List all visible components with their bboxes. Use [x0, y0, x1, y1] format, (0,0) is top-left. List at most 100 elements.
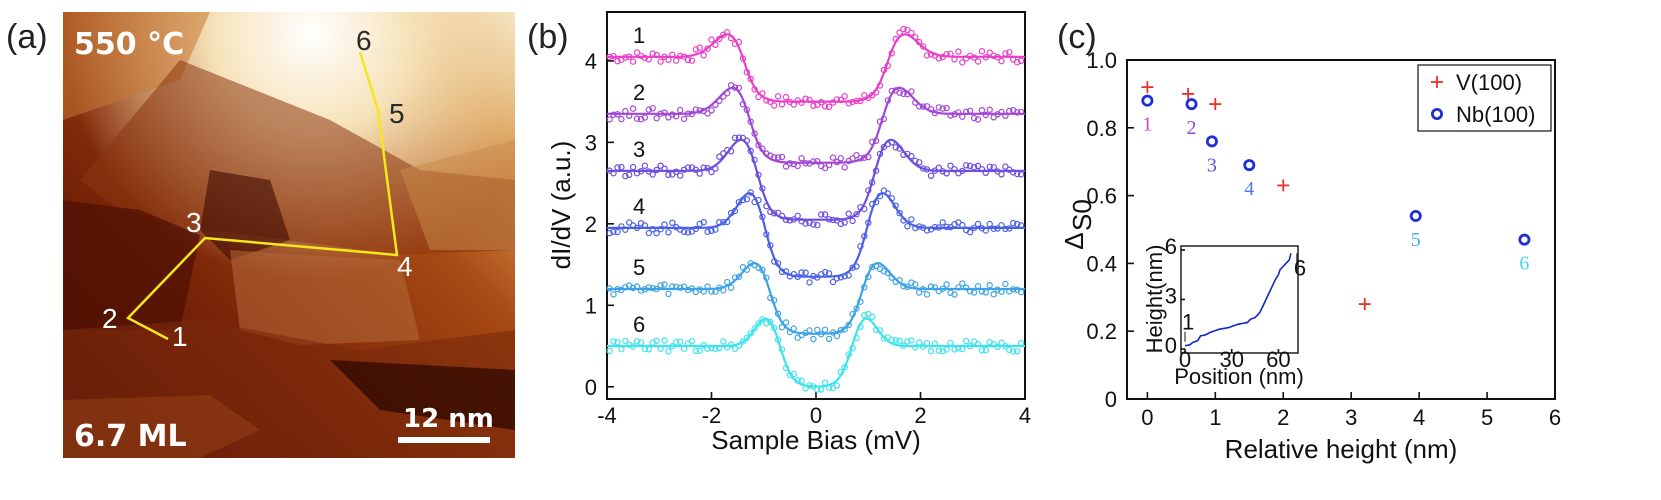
gap-point-label: 5	[1411, 229, 1421, 251]
spectrum-data-point	[1017, 288, 1025, 296]
spectrum-data-point	[833, 96, 841, 103]
spectrum-data-point	[614, 286, 621, 293]
scale-bar-label: 12 nm	[403, 404, 494, 434]
inset-xtick-label: 60	[1266, 347, 1290, 372]
gap-plot-frame	[1126, 59, 1556, 400]
spectrum-data-point	[853, 305, 860, 312]
spectrum-data-point	[876, 327, 884, 334]
spectrum-data-point	[653, 229, 660, 237]
spectrum-data-point	[774, 336, 782, 343]
spectrum-data-point	[974, 58, 982, 65]
spectrum-data-point	[818, 98, 825, 106]
spectrum-data-point	[986, 282, 993, 289]
spectrum-data-point	[774, 310, 782, 317]
spectrum-data-point	[661, 281, 668, 288]
spectrum-data-point	[849, 345, 856, 352]
spectrum-data-point	[865, 219, 872, 226]
spectrum-data-point	[872, 262, 880, 270]
spectrum-data-point	[939, 105, 946, 112]
spectrum-data-point	[684, 110, 692, 117]
spectrum-data-point	[872, 137, 880, 144]
spectrum-data-point	[853, 210, 860, 218]
spectrum-data-point	[802, 385, 809, 392]
spectrum-data-point	[963, 108, 970, 116]
inset-xtick-label: 0	[1179, 347, 1191, 372]
spectrum-data-point	[849, 310, 856, 318]
spectrum-data-point	[857, 323, 864, 330]
spectrum-data-point	[743, 137, 751, 144]
spectrum-data-point	[661, 109, 668, 116]
spectrum-data-point	[896, 29, 903, 36]
gap-point-label: 2	[1187, 117, 1197, 139]
spectrum-data-point	[869, 138, 876, 146]
spectrum-data-point	[610, 52, 617, 60]
spectrum-data-point	[778, 268, 786, 275]
v100-point	[1209, 98, 1222, 111]
spectrum-data-point	[927, 51, 935, 58]
spectrum-data-point	[755, 196, 762, 204]
gap-xtick-label: 1	[1209, 405, 1221, 430]
v100-point	[1141, 81, 1154, 94]
spectrum-data-point	[618, 115, 625, 123]
spectrum-data-point	[720, 218, 727, 226]
spectrum-data-point	[790, 101, 798, 108]
spectrum-data-point	[825, 216, 833, 223]
spectrum-data-point	[622, 226, 629, 233]
spectrum-data-point	[778, 153, 786, 161]
spectrum-data-point	[763, 320, 770, 327]
nb100-point	[1243, 159, 1256, 172]
spectrum-data-point	[959, 345, 966, 353]
spectrum-data-point	[696, 44, 703, 51]
spectrum-data-point	[912, 281, 919, 288]
spectrum-data-point	[633, 283, 641, 290]
spectrum-data-point	[794, 273, 801, 280]
spectrum-data-point	[865, 187, 872, 194]
legend-label: V(100)	[1456, 70, 1522, 95]
spectrum-data-point	[641, 222, 649, 229]
spectrum-data-point	[778, 324, 786, 331]
spectrum-data-point	[677, 52, 684, 60]
spectrum-data-point	[814, 221, 821, 229]
spectrum-data-point	[998, 171, 1005, 178]
spectrum-data-point	[743, 68, 751, 76]
spectrum-data-point	[716, 35, 723, 43]
spectrum-data-point	[735, 342, 743, 349]
spectrum-data-point	[845, 210, 852, 217]
spectrum-data-point	[774, 93, 782, 100]
spectrum-data-point	[829, 99, 837, 106]
spectrum-data-point	[645, 284, 653, 291]
spectrum-fit-line	[607, 261, 1025, 335]
spectrum-data-point	[955, 284, 962, 291]
spectrum-data-point	[641, 345, 649, 353]
spectrum-data-point	[806, 382, 813, 389]
spectrum-data-point	[657, 345, 664, 352]
spectrum-data-point	[829, 278, 837, 286]
spectrum-data-point	[810, 272, 817, 280]
spectrum-data-point	[1010, 219, 1017, 227]
spectrum-data-point	[708, 288, 715, 295]
spectrum-data-point	[692, 166, 700, 173]
spectrum-data-point	[935, 104, 943, 111]
spectrum-data-point	[653, 337, 660, 344]
spectrum-data-point	[747, 189, 754, 196]
spectrum-label: 3	[633, 137, 645, 162]
spectrum-data-point	[684, 229, 692, 236]
spectrum-data-point	[606, 347, 613, 354]
spectrum-data-point	[665, 348, 672, 355]
spectrum-data-point	[696, 107, 703, 114]
spectrum-data-point	[751, 130, 758, 137]
spectrum-data-point	[1017, 108, 1025, 116]
height-profile-inset: 0 30 60 0 3 6 Position (nm) Height(nm) 1 6	[1142, 234, 1306, 389]
spectrum-fit-line	[607, 138, 1025, 221]
spectrum-data-point	[814, 326, 821, 334]
spectrum-data-point	[951, 166, 958, 173]
spectrum-data-point	[735, 84, 743, 92]
spectrum-data-point	[927, 347, 935, 355]
spectrum-data-point	[1014, 170, 1021, 178]
spectrum-data-point	[908, 337, 915, 344]
spectrum-data-point	[986, 106, 993, 113]
spectrum-data-point	[806, 96, 813, 104]
spectrum-data-point	[872, 326, 880, 334]
spectra-ytick-label: 4	[585, 49, 597, 74]
spectrum-data-point	[825, 335, 833, 342]
